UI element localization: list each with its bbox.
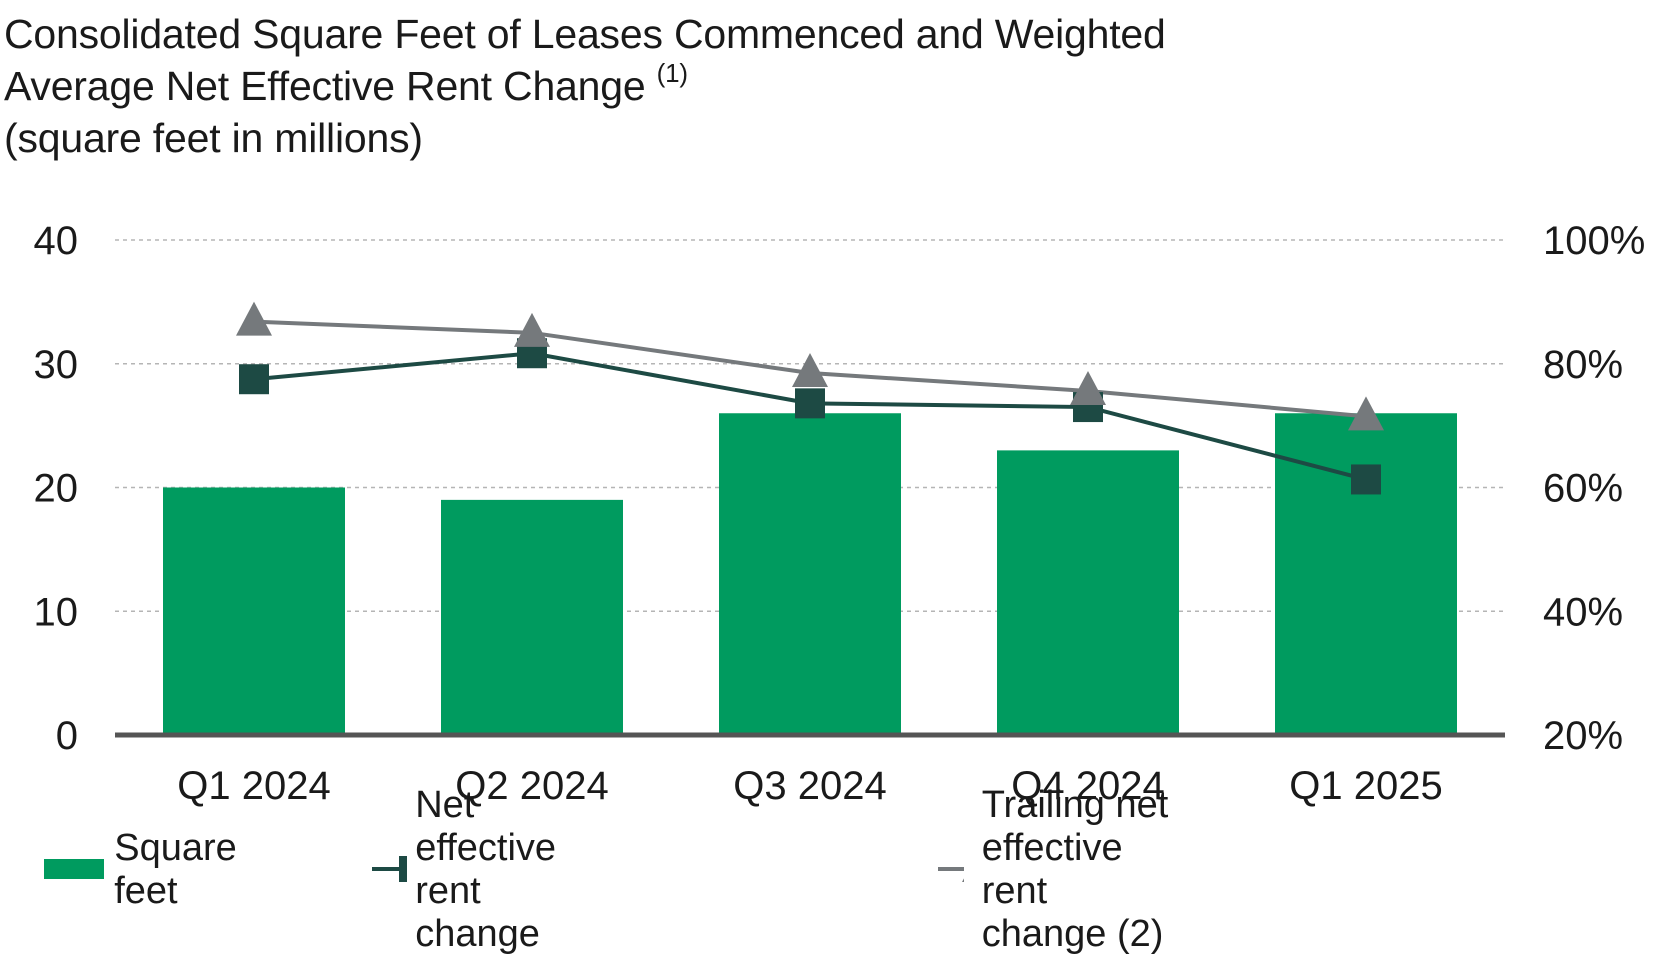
title-line-3: (square feet in millions) <box>4 115 423 161</box>
marker-trailing-q4-2024 <box>1070 370 1106 405</box>
legend-label-square-feet: Square feet <box>114 827 237 912</box>
marker-trailing-q2-2024 <box>514 312 550 347</box>
line-series-group <box>236 301 1384 495</box>
x-tick-q1-2024: Q1 2024 <box>177 764 330 808</box>
y-right-tick-60: 60% <box>1543 467 1623 511</box>
y-right-tick-20: 20% <box>1543 714 1623 758</box>
chart-title: Consolidated Square Feet of Leases Comme… <box>4 8 1404 164</box>
bar-square-feet-q2-2024 <box>441 499 623 735</box>
x-tick-q2-2024: Q2 2024 <box>455 764 608 808</box>
y-left-tick-30: 30 <box>34 343 79 387</box>
y-left-tick-40: 40 <box>34 219 79 263</box>
marker-trailing-q1-2024 <box>236 301 272 336</box>
bar-square-feet-q4-2024 <box>997 450 1179 735</box>
bar-square-feet-q1-2024 <box>163 487 345 735</box>
legend-item-net-effective-rent-change: Net effective rent change <box>372 784 601 955</box>
legend-item-trailing-net-effective-rent-change: Trailing net effective rent change (2) <box>938 784 1177 955</box>
legend-item-square-feet: Square feet <box>44 827 259 912</box>
y-left-tick-20: 20 <box>34 467 79 511</box>
legend-swatch-bar <box>44 859 105 879</box>
bar-square-feet-q3-2024 <box>719 413 901 735</box>
marker-net-q3-2024 <box>795 388 825 419</box>
marker-trailing-q3-2024 <box>792 353 828 388</box>
y-right-tick-40: 40% <box>1543 590 1623 634</box>
legend-triangle-marker-icon <box>962 878 964 882</box>
legend-label-trailing-net-effective-rent-change: Trailing net effective rent change (2) <box>981 784 1169 955</box>
chart-area: 0 10 20 30 40 20% 40% 60% 80% 100% Q1 2024 Q2 202… <box>34 219 1646 808</box>
y-right-tick-100: 100% <box>1543 219 1645 263</box>
title-line-2-text: Average Net Effective Rent Change <box>4 63 646 109</box>
y-axis-right: 20% 40% 60% 80% 100% <box>1543 219 1645 758</box>
legend-bar-swatch <box>44 859 105 879</box>
marker-trailing-q1-2025 <box>1348 396 1384 431</box>
marker-net-q1-2025 <box>1351 464 1381 495</box>
marker-net-q1-2024 <box>239 364 269 395</box>
title-line-1: Consolidated Square Feet of Leases Comme… <box>4 11 1166 57</box>
legend-square-marker-icon <box>399 856 408 882</box>
y-left-tick-10: 10 <box>34 590 79 634</box>
legend-swatch-trailing-line <box>938 867 964 882</box>
x-tick-q1-2025: Q1 2025 <box>1289 764 1442 808</box>
title-line-2: Average Net Effective Rent Change (1) <box>4 60 1404 112</box>
x-tick-q3-2024: Q3 2024 <box>733 764 886 808</box>
x-axis-labels: Q1 2024 Q2 2024 Q3 2024 Q4 2024 Q1 2025 <box>177 764 1442 808</box>
y-left-tick-0: 0 <box>56 714 78 758</box>
y-axis-left: 0 10 20 30 40 <box>34 219 79 758</box>
title-footnote: (1) <box>656 58 688 88</box>
y-right-tick-80: 80% <box>1543 343 1623 387</box>
legend-swatch-net-line <box>372 856 408 882</box>
legend-label-net-effective-rent-change: Net effective rent change <box>415 784 557 955</box>
x-tick-q4-2024: Q4 2024 <box>1011 764 1164 808</box>
bar-series-square-feet <box>163 413 1457 735</box>
